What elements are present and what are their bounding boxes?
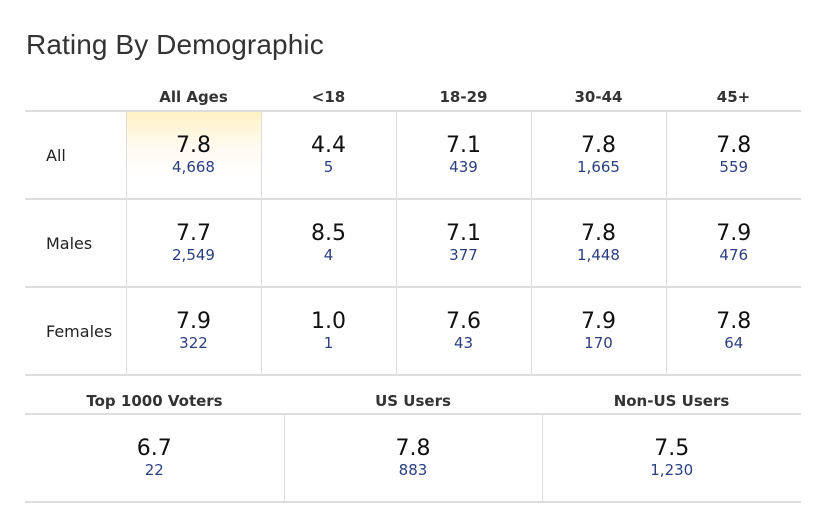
vote-count-link[interactable]: 1,230 <box>650 461 694 479</box>
rating-value: 7.9 <box>716 221 752 246</box>
vote-count-link[interactable]: 170 <box>584 334 613 352</box>
cell-females-30-44[interactable]: 7.9 170 <box>531 287 667 376</box>
cell-non-us-users[interactable]: 7.5 1,230 <box>542 414 801 503</box>
vote-count-link[interactable]: 439 <box>449 158 478 176</box>
header-under-18: <18 <box>261 80 396 112</box>
rating-value: 7.7 <box>176 221 211 246</box>
vote-count-link[interactable]: 1,448 <box>577 246 620 264</box>
cell-males-under-18[interactable]: 8.5 4 <box>261 199 397 288</box>
rating-value: 4.4 <box>311 133 346 158</box>
cell-males-45-plus[interactable]: 7.9 476 <box>666 199 801 288</box>
rating-value: 8.5 <box>311 221 346 246</box>
vote-count-link[interactable]: 22 <box>144 461 164 479</box>
header-all-ages: All Ages <box>126 80 261 112</box>
header-us-users: US Users <box>284 384 542 415</box>
vote-count-link[interactable]: 559 <box>719 158 749 176</box>
cell-males-all-ages[interactable]: 7.7 2,549 <box>126 199 262 288</box>
rating-value: 7.8 <box>581 221 616 246</box>
header-blank <box>25 80 126 112</box>
cell-all-under-18[interactable]: 4.4 5 <box>261 111 397 200</box>
header-top-1000-voters: Top 1000 Voters <box>25 384 284 415</box>
rating-value: 7.6 <box>446 309 481 334</box>
row-males: Males 7.7 2,549 8.5 4 7.1 377 7.8 1,448 <box>25 199 801 288</box>
vote-count-link[interactable]: 476 <box>719 246 749 264</box>
cell-all-18-29[interactable]: 7.1 439 <box>396 111 532 200</box>
vote-count-link[interactable]: 64 <box>724 334 744 352</box>
vote-count-link[interactable]: 883 <box>398 461 428 479</box>
row-females: Females 7.9 322 1.0 1 7.6 43 7.9 170 <box>25 287 801 376</box>
header-non-us-users: Non-US Users <box>542 384 801 415</box>
cell-all-all-ages[interactable]: 7.8 4,668 <box>126 111 262 200</box>
row-label: Females <box>25 287 127 376</box>
rating-value: 7.8 <box>581 133 616 158</box>
row-all: All 7.8 4,668 4.4 5 7.1 439 7.8 1,665 <box>25 111 801 200</box>
header-30-44: 30-44 <box>531 80 666 112</box>
header-45-plus: 45+ <box>666 80 801 112</box>
vote-count-link[interactable]: 322 <box>179 334 208 352</box>
vote-count-link[interactable]: 4,668 <box>172 158 215 176</box>
voter-group-table: Top 1000 Voters US Users Non-US Users 6.… <box>25 384 801 503</box>
vote-count-link[interactable]: 2,549 <box>172 246 215 264</box>
rating-value: 7.9 <box>176 309 211 334</box>
cell-all-30-44[interactable]: 7.8 1,665 <box>531 111 667 200</box>
voter-group-header-row: Top 1000 Voters US Users Non-US Users <box>25 384 801 415</box>
demographic-header-row: All Ages <18 18-29 30-44 45+ <box>25 80 801 112</box>
row-label: Males <box>25 199 127 288</box>
rating-value: 6.7 <box>136 436 172 461</box>
rating-value: 1.0 <box>311 309 346 334</box>
cell-males-30-44[interactable]: 7.8 1,448 <box>531 199 667 288</box>
cell-all-45-plus[interactable]: 7.8 559 <box>666 111 801 200</box>
cell-males-18-29[interactable]: 7.1 377 <box>396 199 532 288</box>
vote-count-link[interactable]: 4 <box>323 246 334 264</box>
rating-value: 7.8 <box>716 309 752 334</box>
rating-value: 7.1 <box>446 133 481 158</box>
page-title: Rating By Demographic <box>26 29 324 60</box>
vote-count-link[interactable]: 1 <box>323 334 334 352</box>
rating-value: 7.8 <box>176 133 211 158</box>
voter-group-row: 6.7 22 7.8 883 7.5 1,230 <box>25 414 801 503</box>
cell-females-all-ages[interactable]: 7.9 322 <box>126 287 262 376</box>
rating-value: 7.9 <box>581 309 616 334</box>
vote-count-link[interactable]: 43 <box>453 334 474 352</box>
cell-females-18-29[interactable]: 7.6 43 <box>396 287 532 376</box>
cell-us-users[interactable]: 7.8 883 <box>284 414 543 503</box>
vote-count-link[interactable]: 5 <box>323 158 334 176</box>
rating-value: 7.8 <box>716 133 752 158</box>
demographic-table: All Ages <18 18-29 30-44 45+ All 7.8 4,6… <box>25 80 801 376</box>
vote-count-link[interactable]: 1,665 <box>577 158 620 176</box>
cell-females-under-18[interactable]: 1.0 1 <box>261 287 397 376</box>
cell-females-45-plus[interactable]: 7.8 64 <box>666 287 801 376</box>
cell-top-1000-voters[interactable]: 6.7 22 <box>25 414 285 503</box>
header-18-29: 18-29 <box>396 80 531 112</box>
rating-value: 7.8 <box>395 436 431 461</box>
rating-value: 7.5 <box>654 436 690 461</box>
vote-count-link[interactable]: 377 <box>449 246 478 264</box>
rating-value: 7.1 <box>446 221 481 246</box>
row-label: All <box>25 111 127 200</box>
